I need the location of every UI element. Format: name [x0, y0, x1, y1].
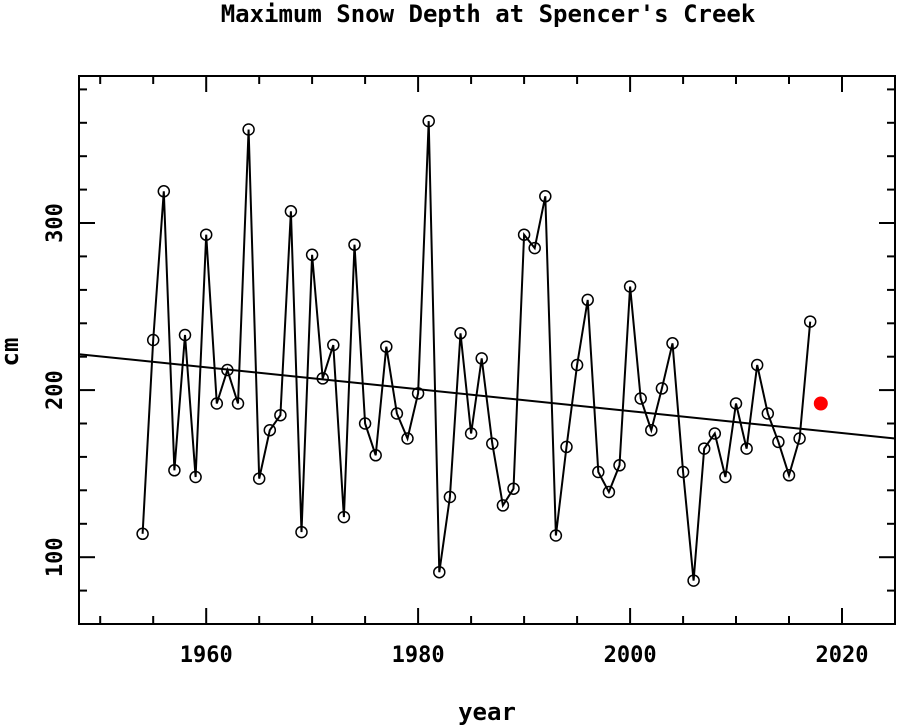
- data-point: [231, 397, 245, 410]
- data-point: [316, 372, 329, 385]
- data-point: [284, 205, 298, 218]
- data-point: [581, 293, 594, 307]
- data-point: [750, 358, 764, 372]
- data-point: [496, 499, 510, 512]
- data-point: [274, 408, 287, 422]
- data-point: [634, 392, 647, 405]
- x-tick-label: 1980: [392, 643, 445, 668]
- data-point: [613, 459, 626, 472]
- data-point: [528, 241, 541, 255]
- data-point: [136, 527, 149, 541]
- data-point: [337, 510, 351, 524]
- data-point: [507, 482, 520, 495]
- data-point: [178, 328, 192, 342]
- data-point: [782, 469, 796, 482]
- y-tick-label: 100: [43, 537, 68, 577]
- highlight-markers: [813, 396, 828, 411]
- data-point: [263, 423, 277, 437]
- data-point: [358, 417, 372, 430]
- data-point: [146, 333, 160, 347]
- data-point: [475, 352, 488, 365]
- data-point: [189, 470, 202, 484]
- data-point: [380, 340, 393, 353]
- data-point: [221, 363, 234, 377]
- x-tick-label: 1960: [180, 643, 233, 668]
- data-point: [443, 490, 457, 504]
- data-point: [168, 464, 181, 477]
- data-point: [729, 397, 743, 410]
- data-point: [655, 382, 669, 395]
- y-tick-labels: 100 200 300: [43, 203, 68, 577]
- data-point: [666, 337, 679, 350]
- data-point: [348, 238, 361, 251]
- data-point: [433, 565, 446, 579]
- data-point: [390, 407, 404, 420]
- data-point: [252, 472, 266, 485]
- y-tick-label: 200: [43, 370, 68, 410]
- series-line: [141, 121, 812, 581]
- x-tick-label: 2000: [604, 643, 657, 668]
- data-point: [719, 470, 732, 484]
- data-point: [305, 248, 319, 262]
- data-point: [464, 427, 478, 440]
- data-point: [602, 485, 616, 499]
- data-point: [697, 442, 711, 455]
- data-point: [772, 435, 785, 449]
- data-point: [560, 440, 573, 454]
- chart-title: Maximum Snow Depth at Spencer's Creek: [221, 0, 756, 28]
- y-axis-label: cm: [0, 338, 24, 367]
- data-point: [793, 432, 806, 445]
- x-axis-label: year: [458, 698, 516, 726]
- series-markers: [136, 114, 817, 587]
- axis-ticks: [79, 76, 895, 624]
- data-point: [645, 423, 658, 437]
- y-tick-label: 300: [43, 203, 68, 243]
- x-tick-labels: 1960 1980 2000 2020: [180, 643, 869, 668]
- data-point: [623, 280, 637, 293]
- data-point: [157, 185, 171, 198]
- data-point: [708, 427, 722, 440]
- x-tick-label: 2020: [816, 643, 869, 668]
- data-point: [592, 465, 605, 479]
- data-point: [676, 465, 690, 479]
- data-point: [740, 442, 753, 455]
- highlight-point: [813, 396, 828, 411]
- data-point: [761, 407, 775, 420]
- data-point: [570, 358, 584, 372]
- data-point: [687, 574, 700, 587]
- data-point: [454, 327, 467, 340]
- data-point: [411, 387, 425, 400]
- data-point: [401, 432, 414, 445]
- data-point: [539, 190, 552, 203]
- data-point: [369, 449, 382, 462]
- data-point: [210, 397, 224, 410]
- data-point: [199, 228, 213, 241]
- data-point: [422, 114, 435, 128]
- plot-frame: [78, 75, 896, 625]
- data-point: [517, 228, 531, 241]
- data-point: [803, 315, 817, 328]
- data-point: [549, 529, 563, 542]
- data-point: [295, 525, 308, 539]
- data-point: [486, 437, 499, 450]
- data-point: [242, 123, 255, 136]
- data-point: [327, 338, 340, 352]
